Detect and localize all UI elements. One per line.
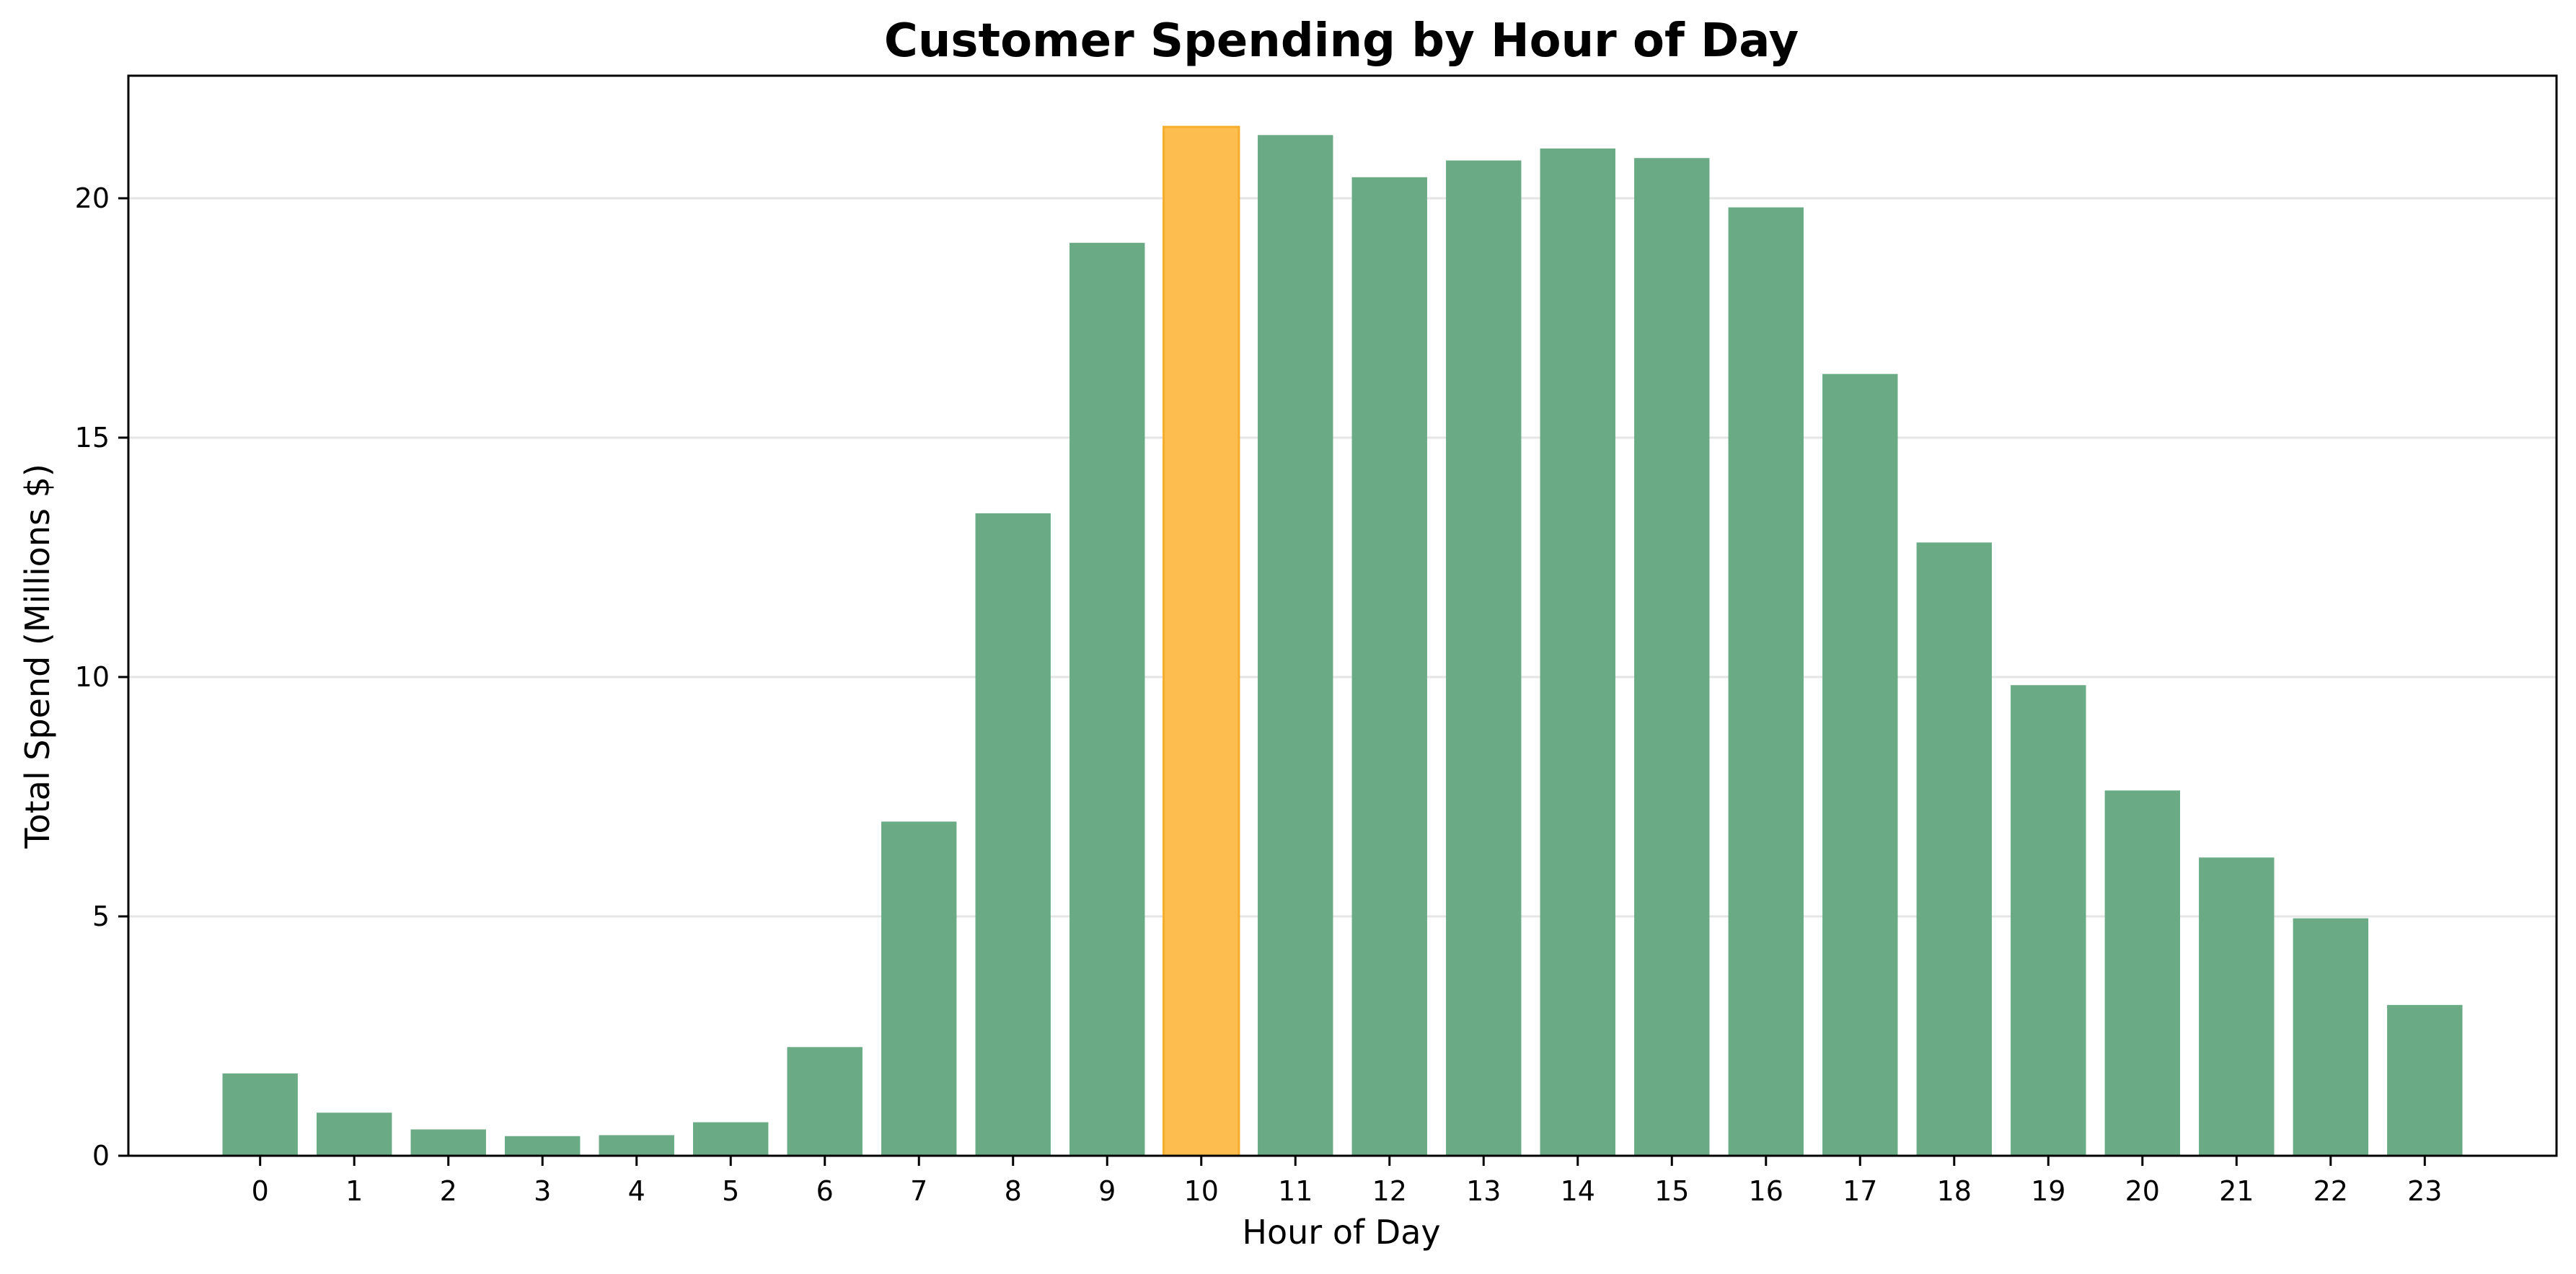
bar-hour-3: [505, 1136, 581, 1156]
x-tick-label: 4: [628, 1175, 645, 1207]
bar-hour-2: [410, 1129, 486, 1156]
x-tick-label: 21: [2219, 1175, 2254, 1207]
bar-hour-19: [2011, 685, 2086, 1156]
plot-area-frame: [127, 74, 2558, 1157]
x-tick-label: 16: [1749, 1175, 1783, 1207]
bar-hour-5: [693, 1122, 769, 1156]
chart-title: Customer Spending by Hour of Day: [884, 14, 1799, 68]
grid-lines: [128, 197, 2557, 918]
x-tick-label: 9: [1098, 1175, 1116, 1207]
bar-hour-6: [787, 1047, 863, 1156]
bar-hour-10: [1163, 125, 1240, 1157]
x-tick-label: 19: [2031, 1175, 2065, 1207]
x-axis-label: Hour of Day: [1242, 1213, 1440, 1252]
bar-hour-11: [1258, 135, 1333, 1156]
bar-hour-21: [2199, 857, 2275, 1156]
bar-hour-17: [1822, 373, 1898, 1156]
x-tick-label: 3: [534, 1175, 551, 1207]
bar-hour-18: [1916, 542, 1992, 1156]
y-axis-ticks: 0 5 10 15 20: [75, 182, 128, 1172]
bar-hour-1: [317, 1112, 392, 1156]
y-tick-label: 10: [75, 661, 110, 693]
x-tick-label: 14: [1561, 1175, 1595, 1207]
y-tick-label: 15: [75, 422, 110, 454]
x-tick-label: 8: [1005, 1175, 1022, 1207]
bars: [222, 125, 2463, 1157]
x-tick-label: 22: [2313, 1175, 2348, 1207]
y-tick-label: 5: [92, 901, 110, 932]
y-tick-label: 20: [75, 182, 110, 214]
bar-hour-14: [1540, 148, 1615, 1156]
bar-hour-7: [881, 821, 957, 1156]
x-tick-label: 13: [1466, 1175, 1501, 1207]
x-tick-label: 1: [345, 1175, 363, 1207]
x-tick-label: 23: [2407, 1175, 2442, 1207]
x-tick-label: 10: [1184, 1175, 1219, 1207]
bar-hour-8: [975, 513, 1051, 1156]
x-tick-label: 7: [910, 1175, 927, 1207]
y-axis-label: Total Spend (Millions $): [18, 464, 57, 849]
x-tick-label: 11: [1278, 1175, 1313, 1207]
x-tick-label: 20: [2125, 1175, 2160, 1207]
bar-hour-22: [2293, 918, 2368, 1156]
x-tick-label: 12: [1372, 1175, 1407, 1207]
bar-hour-4: [599, 1135, 674, 1156]
x-tick-label: 17: [1843, 1175, 1877, 1207]
bar-hour-20: [2104, 790, 2180, 1156]
bar-hour-16: [1728, 207, 1804, 1156]
bar-hour-0: [222, 1073, 298, 1156]
bar-hour-9: [1069, 242, 1145, 1156]
x-tick-label: 5: [722, 1175, 739, 1207]
bar-hour-12: [1351, 177, 1427, 1156]
x-tick-label: 18: [1937, 1175, 1972, 1207]
x-tick-label: 2: [440, 1175, 457, 1207]
y-tick-label: 0: [92, 1140, 110, 1172]
bar-hour-15: [1634, 158, 1710, 1156]
bar-hour-23: [2387, 1004, 2463, 1156]
x-tick-label: 15: [1654, 1175, 1689, 1207]
x-axis-ticks: 0 1 2 3 4 5 6 7 8 9 10 11 12 13 14 15 16 17 18 19 20 21 22 23: [252, 1156, 2442, 1207]
x-tick-label: 0: [252, 1175, 269, 1207]
x-tick-label: 6: [816, 1175, 834, 1207]
bar-hour-13: [1446, 160, 1522, 1156]
